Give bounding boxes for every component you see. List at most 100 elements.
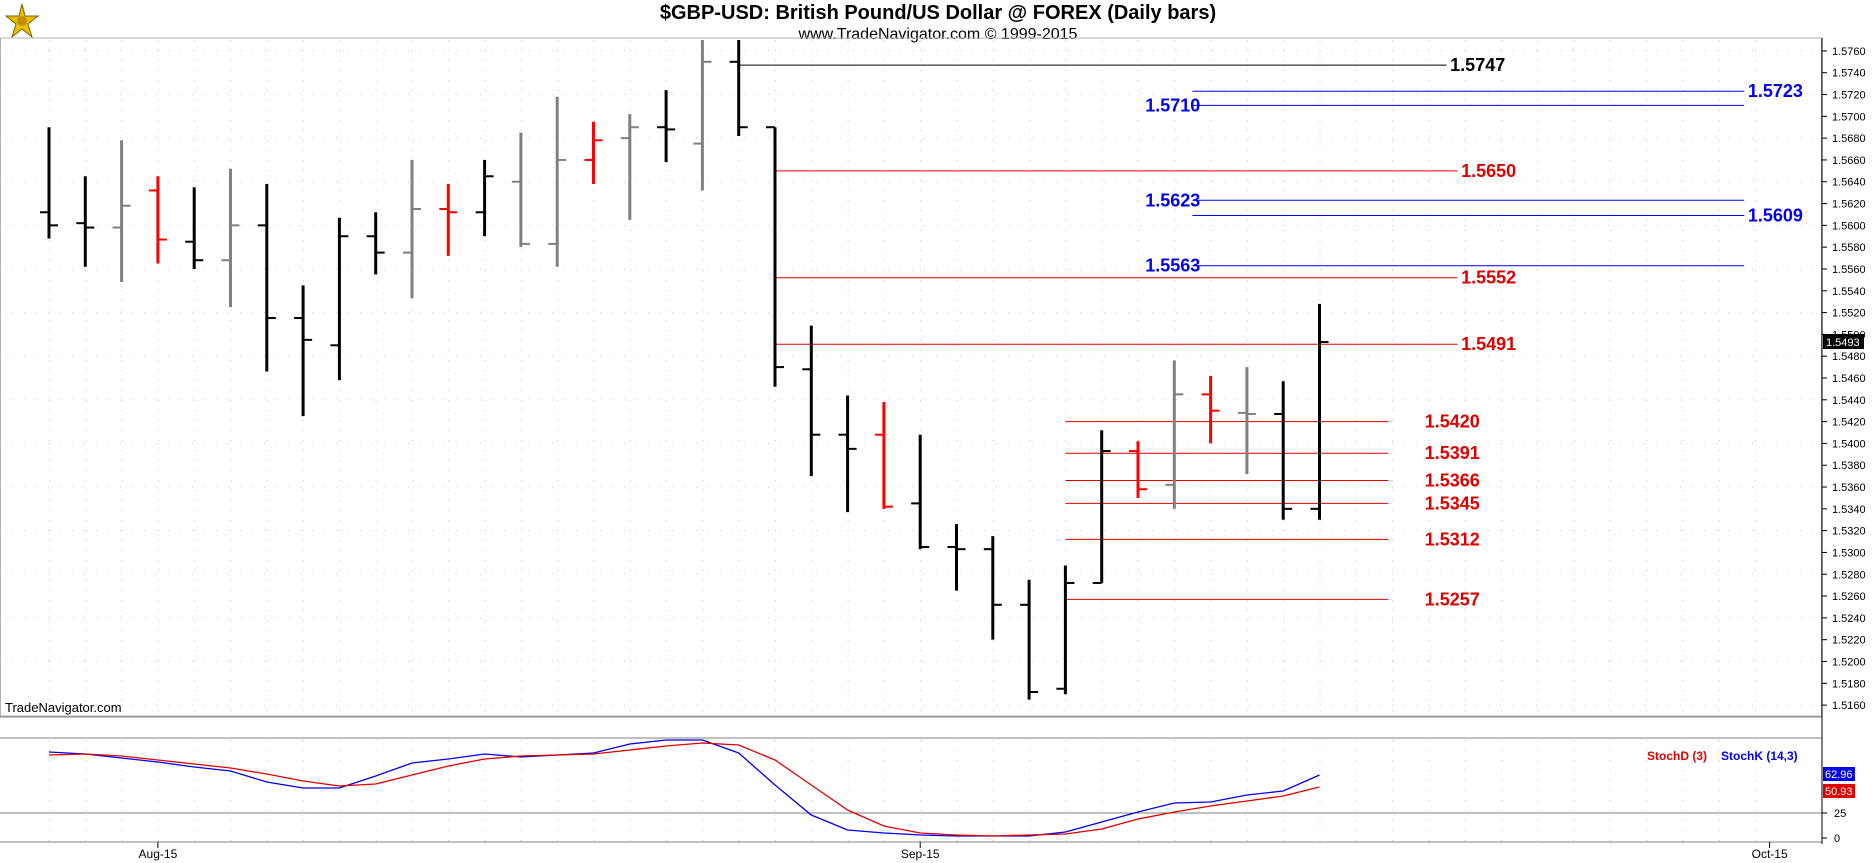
level-label: 1.5312 bbox=[1425, 529, 1480, 549]
ohlc-bar bbox=[693, 40, 712, 191]
stochk-line bbox=[48, 739, 1320, 837]
stochd-line bbox=[48, 742, 1320, 837]
ohlc-bar bbox=[657, 90, 676, 163]
ohlc-bar bbox=[1020, 579, 1039, 700]
ohlc-bar bbox=[511, 132, 530, 248]
y-tick-label: 1.5660 bbox=[1832, 155, 1866, 167]
ohlc-bar bbox=[475, 159, 494, 237]
ohlc-bar bbox=[1056, 565, 1075, 695]
y-tick-label: 1.5380 bbox=[1832, 460, 1866, 472]
y-tick-label: 1.5200 bbox=[1832, 656, 1866, 668]
ohlc-bar bbox=[1165, 360, 1184, 509]
y-tick-label: 1.5580 bbox=[1832, 242, 1866, 254]
level-label: 1.5552 bbox=[1461, 268, 1516, 288]
y-tick-label: 1.5160 bbox=[1832, 700, 1866, 712]
last-price-label: 1.5493 bbox=[1826, 337, 1860, 349]
y-tick-label: 1.5440 bbox=[1832, 395, 1866, 407]
chart-title: $GBP-USD: British Pound/US Dollar @ FORE… bbox=[659, 2, 1217, 24]
ohlc-bar bbox=[548, 96, 567, 267]
y-tick-label: 1.5520 bbox=[1832, 308, 1866, 320]
ohlc-bars bbox=[40, 40, 1329, 700]
ohlc-bar bbox=[185, 187, 204, 269]
y-tick-label: 1.5280 bbox=[1832, 569, 1866, 581]
y-tick-label: 1.5220 bbox=[1832, 635, 1866, 647]
ohlc-bar bbox=[257, 183, 276, 372]
ohlc-bar bbox=[439, 183, 458, 256]
ohlc-bar bbox=[112, 140, 131, 283]
y-tick-label: 1.5560 bbox=[1832, 264, 1866, 276]
stochd-legend: StochD (3) bbox=[1647, 749, 1707, 763]
level-label: 1.5710 bbox=[1145, 95, 1200, 115]
ohlc-bar bbox=[1274, 381, 1293, 520]
y-tick-label: 1.5420 bbox=[1832, 417, 1866, 429]
level-label: 1.5609 bbox=[1748, 206, 1803, 226]
ohlc-bar bbox=[76, 176, 95, 267]
stochd-value-box bbox=[1823, 784, 1855, 798]
level-label: 1.5391 bbox=[1425, 443, 1480, 463]
level-label: 1.5650 bbox=[1461, 161, 1516, 181]
x-tick-label: Sep-15 bbox=[901, 847, 940, 861]
stochk-value-label: 62.96 bbox=[1825, 769, 1853, 781]
level-label: 1.5623 bbox=[1145, 190, 1200, 210]
ohlc-bar bbox=[947, 524, 966, 591]
x-tick-label: Oct-15 bbox=[1752, 847, 1788, 861]
ohlc-bar bbox=[403, 159, 421, 299]
x-tick-label: Aug-15 bbox=[139, 847, 178, 861]
chart-subtitle: www.TradeNavigator.com © 1999-2015 bbox=[798, 26, 1078, 43]
y-tick-label: 1.5600 bbox=[1832, 220, 1866, 232]
level-label: 1.5257 bbox=[1425, 589, 1480, 609]
ohlc-bar bbox=[766, 126, 784, 387]
ohlc-bar bbox=[838, 395, 857, 513]
y-tick-label: 1.5740 bbox=[1832, 68, 1866, 80]
y-tick-label: 1.5240 bbox=[1832, 613, 1866, 625]
y-tick-label: 1.5720 bbox=[1832, 90, 1866, 102]
ohlc-bar bbox=[1129, 441, 1147, 498]
ohlc-bar bbox=[366, 212, 385, 275]
y-tick-label: 1.5640 bbox=[1832, 177, 1866, 189]
y-tick-label: 1.5460 bbox=[1832, 373, 1866, 385]
trade-navigator-logo-icon bbox=[2, 2, 42, 40]
grid bbox=[0, 40, 1820, 842]
ohlc-bar bbox=[1092, 430, 1111, 584]
level-label: 1.5345 bbox=[1425, 493, 1480, 513]
y-tick-label: 1.5620 bbox=[1832, 199, 1866, 211]
y-tick-label: 1.5540 bbox=[1832, 286, 1866, 298]
ohlc-bar bbox=[148, 176, 167, 264]
y-tick-label: 1.5260 bbox=[1832, 591, 1866, 603]
stoch-y-tick-label: 0 bbox=[1834, 833, 1840, 845]
stochd-value-label: 50.93 bbox=[1825, 786, 1853, 798]
ohlc-bar bbox=[584, 121, 603, 184]
y-tick-label: 1.5180 bbox=[1832, 678, 1866, 690]
last-price-box bbox=[1823, 334, 1864, 350]
ohlc-bar bbox=[40, 127, 58, 239]
ohlc-bar bbox=[983, 536, 1002, 640]
watermark: TradeNavigator.com bbox=[5, 700, 122, 715]
ohlc-bar bbox=[802, 325, 821, 477]
ohlc-bar bbox=[294, 285, 313, 417]
ohlc-bar bbox=[1237, 367, 1256, 474]
stochk-legend: StochK (14,3) bbox=[1721, 749, 1798, 763]
ohlc-bar bbox=[1310, 303, 1329, 520]
level-label: 1.5563 bbox=[1145, 256, 1200, 276]
y-tick-label: 1.5760 bbox=[1832, 46, 1866, 58]
level-label: 1.5366 bbox=[1425, 470, 1480, 490]
ohlc-bar bbox=[874, 401, 893, 509]
y-tick-label: 1.5400 bbox=[1832, 438, 1866, 450]
y-tick-label: 1.5700 bbox=[1832, 111, 1866, 123]
ohlc-bar bbox=[221, 168, 240, 308]
y-tick-label: 1.5320 bbox=[1832, 526, 1866, 538]
level-label: 1.5420 bbox=[1425, 412, 1480, 432]
level-label: 1.5747 bbox=[1450, 55, 1505, 75]
y-tick-label: 1.5360 bbox=[1832, 482, 1866, 494]
stoch-y-tick-label: 25 bbox=[1834, 808, 1846, 820]
stochk-value-box bbox=[1823, 767, 1855, 781]
ohlc-bar bbox=[1201, 375, 1220, 444]
ohlc-bar bbox=[729, 40, 748, 136]
level-label: 1.5723 bbox=[1748, 81, 1803, 101]
ohlc-bar bbox=[620, 114, 639, 220]
ohlc-bar bbox=[911, 434, 930, 550]
y-tick-label: 1.5680 bbox=[1832, 133, 1866, 145]
level-label: 1.5491 bbox=[1461, 334, 1516, 354]
